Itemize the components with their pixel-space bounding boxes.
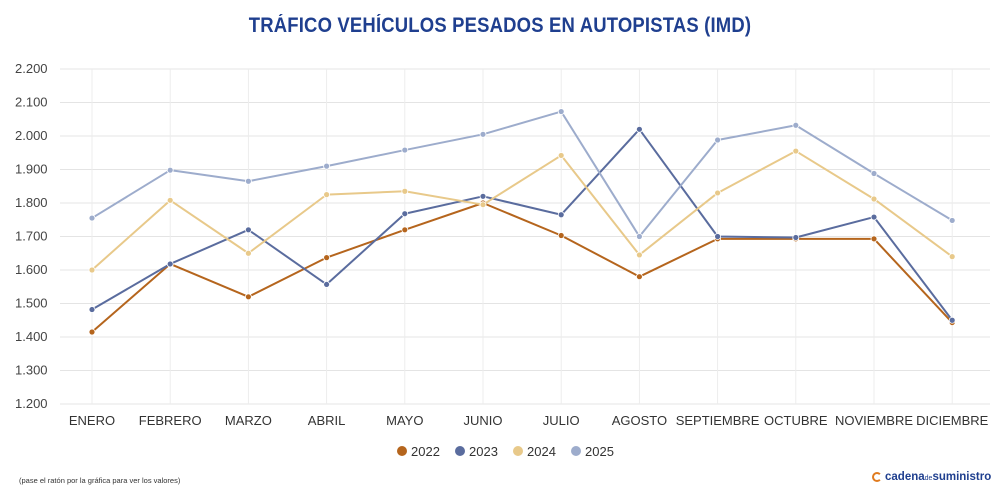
- data-point[interactable]: [88, 306, 96, 313]
- series-2023[interactable]: [88, 125, 956, 324]
- data-point[interactable]: [792, 234, 800, 241]
- data-point[interactable]: [870, 195, 878, 203]
- legend-swatch: [455, 446, 465, 456]
- x-tick-label: MAYO: [386, 413, 423, 428]
- x-tick-label: ENERO: [69, 413, 115, 428]
- y-tick-label: 1.900: [15, 162, 48, 177]
- data-point[interactable]: [636, 251, 643, 259]
- legend-item-2023[interactable]: 2023: [455, 444, 498, 459]
- y-tick-label: 1.400: [15, 329, 48, 344]
- data-point[interactable]: [479, 130, 487, 138]
- data-point[interactable]: [636, 273, 643, 281]
- series-line-2022[interactable]: [91, 202, 953, 333]
- data-point[interactable]: [714, 136, 721, 144]
- cadena-logo-icon: [872, 472, 882, 482]
- data-point[interactable]: [244, 226, 252, 234]
- y-tick-label: 1.500: [15, 296, 48, 311]
- data-point[interactable]: [244, 177, 252, 185]
- x-tick-label: SEPTIEMBRE: [676, 413, 760, 428]
- data-point[interactable]: [714, 233, 721, 240]
- x-tick-label: MARZO: [225, 413, 272, 428]
- x-axis-ticks: ENERO FEBRERO MARZO ABRIL MAYO JUNIO JULIO AGOS…: [69, 413, 989, 428]
- legend-item-2022[interactable]: 2022: [397, 444, 440, 459]
- chart-title: TRÁFICO VEHÍCULOS PESADOS EN AUTOPISTAS …: [248, 14, 752, 37]
- data-point[interactable]: [479, 201, 487, 209]
- data-point[interactable]: [323, 254, 331, 262]
- legend-label: 2025: [585, 444, 614, 459]
- data-point[interactable]: [166, 196, 174, 204]
- series-2024[interactable]: [88, 147, 956, 274]
- legend-label: 2024: [527, 444, 556, 459]
- data-point[interactable]: [401, 226, 409, 234]
- legend-label: 2022: [411, 444, 440, 459]
- x-tick-label: DICIEMBRE: [916, 413, 989, 428]
- data-point[interactable]: [88, 266, 96, 274]
- series-2022[interactable]: [88, 199, 956, 336]
- data-point[interactable]: [557, 108, 565, 115]
- y-axis-ticks: 1.200 1.300 1.400 1.500 1.600 1.700 1.800 1.900…: [15, 61, 48, 411]
- data-point[interactable]: [870, 170, 878, 177]
- data-point[interactable]: [948, 217, 956, 224]
- y-tick-label: 1.300: [15, 363, 48, 378]
- series-line-2025[interactable]: [91, 110, 953, 238]
- y-tick-label: 1.700: [15, 229, 48, 244]
- x-tick-label: OCTUBRE: [764, 413, 828, 428]
- data-point[interactable]: [401, 146, 409, 154]
- x-tick-label: NOVIEMBRE: [835, 413, 913, 428]
- grid-lines: [60, 68, 990, 405]
- footnote: (pase el ratón por la gráfica para ver l…: [19, 476, 181, 485]
- data-point[interactable]: [244, 249, 252, 257]
- y-tick-label: 2.000: [15, 128, 48, 143]
- legend-label: 2023: [469, 444, 498, 459]
- x-tick-label: JULIO: [543, 413, 580, 428]
- x-tick-label: FEBRERO: [139, 413, 202, 428]
- data-point[interactable]: [88, 214, 96, 222]
- legend-swatch: [397, 446, 407, 456]
- data-point[interactable]: [401, 210, 409, 218]
- y-tick-label: 1.200: [15, 396, 48, 411]
- data-point[interactable]: [557, 211, 565, 219]
- data-point[interactable]: [948, 253, 956, 261]
- y-tick-label: 2.200: [15, 61, 48, 76]
- brand-logo: cadenadesuministro: [872, 471, 991, 483]
- legend-item-2024[interactable]: 2024: [513, 444, 556, 459]
- y-tick-label: 2.100: [15, 95, 48, 110]
- data-point[interactable]: [166, 166, 174, 174]
- data-point[interactable]: [636, 125, 643, 133]
- data-point[interactable]: [557, 152, 565, 159]
- legend[interactable]: 2022 2023 2024 2025: [397, 444, 614, 459]
- x-tick-label: ABRIL: [308, 413, 346, 428]
- data-point[interactable]: [323, 162, 331, 170]
- data-point[interactable]: [401, 187, 409, 195]
- data-point[interactable]: [557, 232, 565, 239]
- data-point[interactable]: [870, 235, 878, 243]
- y-tick-label: 1.600: [15, 262, 48, 277]
- x-tick-label: JUNIO: [464, 413, 503, 428]
- data-point[interactable]: [636, 233, 643, 240]
- data-point[interactable]: [948, 316, 956, 324]
- legend-swatch: [571, 446, 581, 456]
- x-tick-label: AGOSTO: [612, 413, 667, 428]
- brand-text: cadenadesuministro: [885, 471, 992, 483]
- data-point[interactable]: [479, 192, 487, 200]
- y-tick-label: 1.800: [15, 195, 48, 210]
- data-point[interactable]: [244, 293, 252, 301]
- data-point[interactable]: [323, 191, 331, 199]
- legend-item-2025[interactable]: 2025: [571, 444, 614, 459]
- series-line-2024[interactable]: [91, 150, 953, 271]
- data-point[interactable]: [792, 147, 800, 155]
- data-point[interactable]: [88, 328, 96, 336]
- data-point[interactable]: [714, 189, 721, 197]
- data-point[interactable]: [166, 260, 174, 268]
- series-lines[interactable]: [88, 108, 956, 336]
- data-point[interactable]: [323, 281, 331, 288]
- data-point[interactable]: [870, 213, 878, 221]
- legend-swatch: [513, 446, 523, 456]
- series-line-2023[interactable]: [91, 128, 953, 321]
- series-2025[interactable]: [88, 108, 956, 240]
- data-point[interactable]: [792, 121, 800, 129]
